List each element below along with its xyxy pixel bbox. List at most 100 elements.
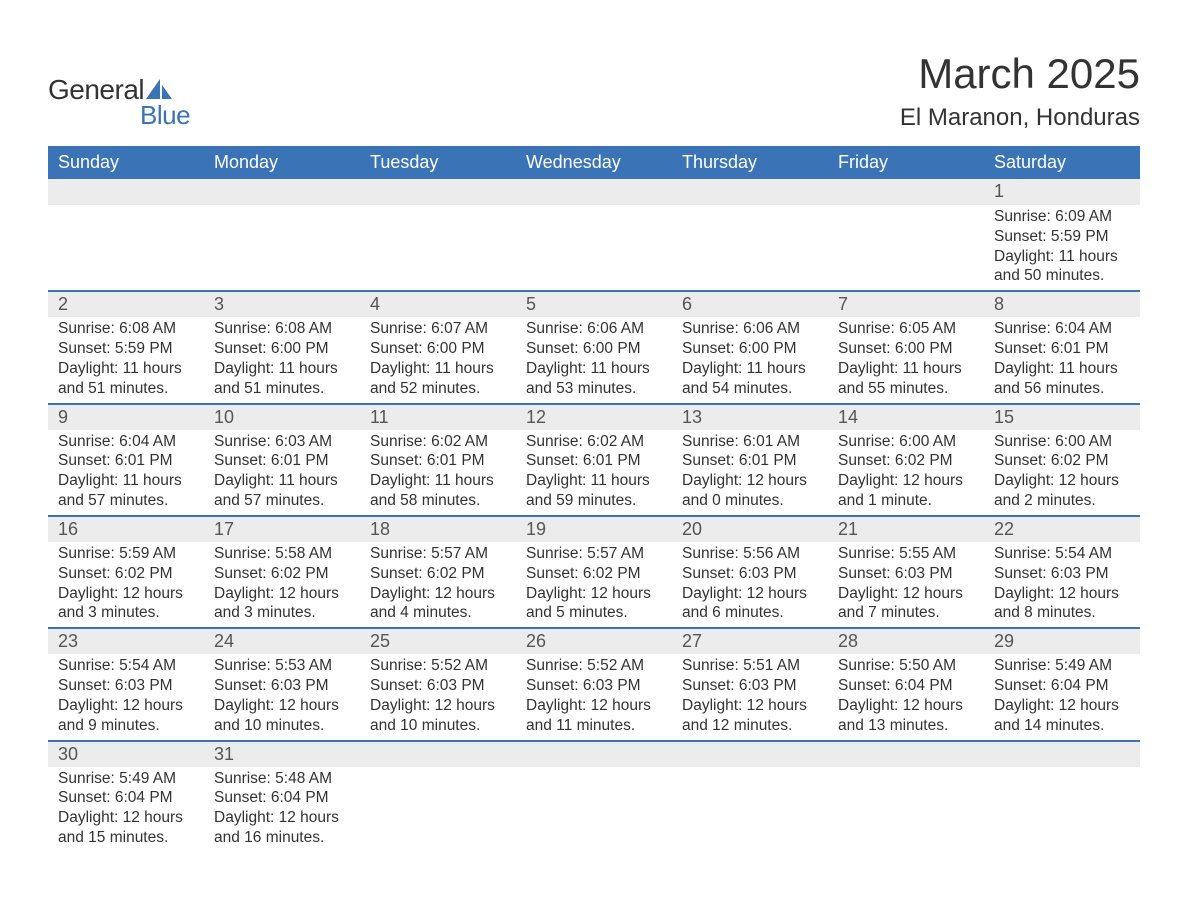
daylight1-text: Daylight: 12 hours <box>994 584 1130 604</box>
day-number-cell: 13 <box>672 404 828 430</box>
sunset-text: Sunset: 6:03 PM <box>994 564 1130 584</box>
daylight2-text: and 54 minutes. <box>682 379 818 399</box>
daylight1-text: Daylight: 12 hours <box>526 584 662 604</box>
day-number-cell: 26 <box>516 628 672 654</box>
sunset-text: Sunset: 6:01 PM <box>214 451 350 471</box>
sunset-text: Sunset: 6:04 PM <box>838 676 974 696</box>
day-number-cell: 1 <box>984 179 1140 205</box>
sunrise-text: Sunrise: 5:59 AM <box>58 544 194 564</box>
sunset-text: Sunset: 6:02 PM <box>370 564 506 584</box>
day-number-cell: 17 <box>204 516 360 542</box>
day-data-cell: Sunrise: 6:04 AMSunset: 6:01 PMDaylight:… <box>48 430 204 516</box>
sunset-text: Sunset: 6:01 PM <box>994 339 1130 359</box>
day-data-cell <box>48 205 204 291</box>
daylight1-text: Daylight: 11 hours <box>370 471 506 491</box>
day-number-cell: 8 <box>984 291 1140 317</box>
day-number-cell: 5 <box>516 291 672 317</box>
sunrise-text: Sunrise: 5:54 AM <box>58 656 194 676</box>
daylight2-text: and 10 minutes. <box>370 716 506 736</box>
daylight2-text: and 0 minutes. <box>682 491 818 511</box>
sunrise-text: Sunrise: 6:00 AM <box>838 432 974 452</box>
sunset-text: Sunset: 6:04 PM <box>214 788 350 808</box>
day-data-row: Sunrise: 6:09 AMSunset: 5:59 PMDaylight:… <box>48 205 1140 291</box>
daylight2-text: and 5 minutes. <box>526 603 662 623</box>
daylight2-text: and 59 minutes. <box>526 491 662 511</box>
daylight1-text: Daylight: 12 hours <box>994 696 1130 716</box>
daylight2-text: and 13 minutes. <box>838 716 974 736</box>
day-data-cell <box>516 205 672 291</box>
logo-word-2: Blue <box>140 100 190 131</box>
day-data-cell <box>672 767 828 852</box>
daylight1-text: Daylight: 12 hours <box>838 471 974 491</box>
day-data-cell: Sunrise: 6:03 AMSunset: 6:01 PMDaylight:… <box>204 430 360 516</box>
sunset-text: Sunset: 6:00 PM <box>370 339 506 359</box>
sunset-text: Sunset: 6:03 PM <box>838 564 974 584</box>
daylight2-text: and 1 minute. <box>838 491 974 511</box>
day-number-cell: 30 <box>48 741 204 767</box>
sunrise-text: Sunrise: 6:05 AM <box>838 319 974 339</box>
sunset-text: Sunset: 6:03 PM <box>58 676 194 696</box>
sunset-text: Sunset: 6:04 PM <box>58 788 194 808</box>
day-number-cell: 2 <box>48 291 204 317</box>
sunset-text: Sunset: 6:00 PM <box>682 339 818 359</box>
day-number-cell: 16 <box>48 516 204 542</box>
day-header: Thursday <box>672 146 828 179</box>
sunrise-text: Sunrise: 6:07 AM <box>370 319 506 339</box>
daylight1-text: Daylight: 12 hours <box>58 808 194 828</box>
daylight1-text: Daylight: 12 hours <box>370 584 506 604</box>
sunrise-text: Sunrise: 5:54 AM <box>994 544 1130 564</box>
sunrise-text: Sunrise: 5:52 AM <box>526 656 662 676</box>
day-data-cell: Sunrise: 6:07 AMSunset: 6:00 PMDaylight:… <box>360 317 516 403</box>
daylight1-text: Daylight: 12 hours <box>682 696 818 716</box>
daylight2-text: and 3 minutes. <box>214 603 350 623</box>
day-number-cell: 12 <box>516 404 672 430</box>
daylight2-text: and 57 minutes. <box>58 491 194 511</box>
sunrise-text: Sunrise: 5:52 AM <box>370 656 506 676</box>
daylight1-text: Daylight: 11 hours <box>214 471 350 491</box>
daylight1-text: Daylight: 11 hours <box>994 359 1130 379</box>
daylight2-text: and 52 minutes. <box>370 379 506 399</box>
day-number-cell <box>360 741 516 767</box>
daylight2-text: and 7 minutes. <box>838 603 974 623</box>
day-number-cell: 22 <box>984 516 1140 542</box>
day-data-cell: Sunrise: 6:06 AMSunset: 6:00 PMDaylight:… <box>672 317 828 403</box>
daylight2-text: and 53 minutes. <box>526 379 662 399</box>
day-data-cell: Sunrise: 6:01 AMSunset: 6:01 PMDaylight:… <box>672 430 828 516</box>
sunset-text: Sunset: 6:00 PM <box>526 339 662 359</box>
daylight2-text: and 51 minutes. <box>214 379 350 399</box>
day-data-cell: Sunrise: 5:52 AMSunset: 6:03 PMDaylight:… <box>360 654 516 740</box>
daylight1-text: Daylight: 12 hours <box>838 696 974 716</box>
sunrise-text: Sunrise: 5:49 AM <box>58 769 194 789</box>
day-header: Saturday <box>984 146 1140 179</box>
sunset-text: Sunset: 6:02 PM <box>838 451 974 471</box>
day-data-cell: Sunrise: 6:02 AMSunset: 6:01 PMDaylight:… <box>516 430 672 516</box>
day-number-cell <box>984 741 1140 767</box>
page-title: March 2025 <box>900 50 1140 98</box>
daylight1-text: Daylight: 12 hours <box>838 584 974 604</box>
day-number-cell <box>828 741 984 767</box>
daylight2-text: and 2 minutes. <box>994 491 1130 511</box>
day-data-cell <box>360 205 516 291</box>
daylight2-text: and 3 minutes. <box>58 603 194 623</box>
day-number-row: 2345678 <box>48 291 1140 317</box>
daylight2-text: and 56 minutes. <box>994 379 1130 399</box>
sunrise-text: Sunrise: 5:55 AM <box>838 544 974 564</box>
sunrise-text: Sunrise: 5:53 AM <box>214 656 350 676</box>
day-data-cell: Sunrise: 5:48 AMSunset: 6:04 PMDaylight:… <box>204 767 360 852</box>
sunset-text: Sunset: 6:01 PM <box>526 451 662 471</box>
day-number-row: 3031 <box>48 741 1140 767</box>
sunset-text: Sunset: 6:00 PM <box>214 339 350 359</box>
sunrise-text: Sunrise: 6:09 AM <box>994 207 1130 227</box>
sunset-text: Sunset: 5:59 PM <box>994 227 1130 247</box>
day-data-cell: Sunrise: 5:57 AMSunset: 6:02 PMDaylight:… <box>360 542 516 628</box>
sail-icon <box>146 79 172 99</box>
day-header: Tuesday <box>360 146 516 179</box>
day-number-cell: 3 <box>204 291 360 317</box>
daylight1-text: Daylight: 11 hours <box>682 359 818 379</box>
sunrise-text: Sunrise: 6:03 AM <box>214 432 350 452</box>
sunrise-text: Sunrise: 5:58 AM <box>214 544 350 564</box>
sunrise-text: Sunrise: 5:51 AM <box>682 656 818 676</box>
day-data-cell: Sunrise: 6:00 AMSunset: 6:02 PMDaylight:… <box>984 430 1140 516</box>
day-data-cell <box>828 205 984 291</box>
daylight1-text: Daylight: 11 hours <box>526 471 662 491</box>
